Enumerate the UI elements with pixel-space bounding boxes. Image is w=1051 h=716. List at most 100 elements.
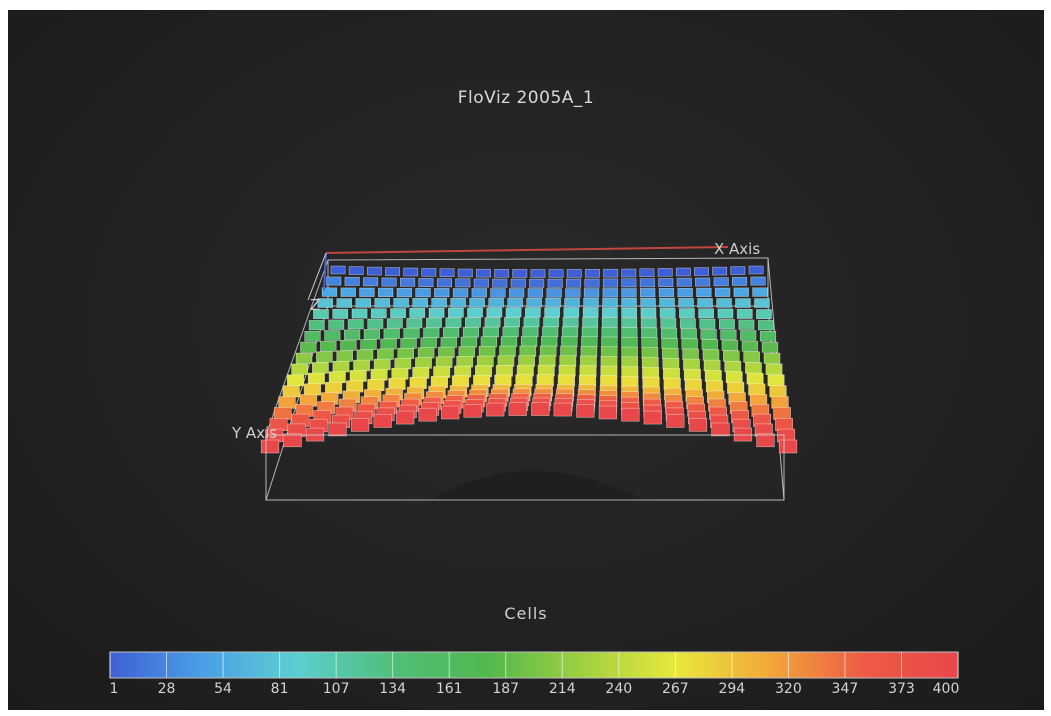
mesh-cell	[462, 326, 480, 338]
mesh-cell	[702, 349, 720, 361]
mesh-cell	[510, 278, 526, 288]
mesh-cell	[660, 327, 678, 339]
mesh-cell	[539, 345, 557, 357]
mesh-cell	[492, 278, 508, 288]
mesh-cell	[519, 345, 537, 357]
x-axis-label: X Axis	[714, 240, 761, 258]
mesh-cell	[700, 328, 717, 340]
mesh-cell	[641, 347, 659, 359]
mesh-cell	[455, 278, 471, 288]
mesh-cell	[565, 288, 581, 298]
mesh-cell	[527, 288, 543, 298]
colorbar-tick-label: 54	[214, 681, 232, 697]
mesh-cell	[598, 405, 618, 420]
mesh-cell	[546, 288, 562, 298]
mesh-cell	[675, 267, 691, 277]
mesh-cell	[456, 355, 474, 368]
mesh-cell	[403, 267, 419, 277]
bbox-left-top-edge	[265, 259, 329, 436]
mesh-cell	[484, 317, 501, 328]
mesh-cell	[716, 298, 732, 308]
mesh-cell	[705, 380, 724, 393]
colorbar-tick-label: 81	[270, 681, 289, 697]
mesh-cell	[320, 340, 337, 352]
mesh-cell	[530, 269, 546, 278]
mesh-cell	[482, 326, 499, 338]
mesh-cell	[397, 347, 415, 360]
mesh-cell	[545, 297, 561, 308]
mesh-cell	[717, 308, 734, 319]
mesh-cell	[435, 356, 453, 368]
mesh-cell	[748, 383, 766, 396]
mesh-cell	[724, 360, 742, 373]
mesh-cell	[559, 355, 577, 367]
colorbar-tick-label: 400	[932, 681, 960, 697]
mesh-cell	[730, 266, 746, 275]
mesh-cell	[367, 378, 385, 391]
mesh-cell	[761, 341, 779, 353]
mesh-cell	[336, 298, 352, 308]
mesh-cell	[421, 268, 437, 277]
mesh-cell	[400, 337, 417, 349]
mesh-cell	[561, 326, 579, 338]
mesh-cell	[363, 277, 379, 287]
mesh-cell	[621, 317, 638, 328]
mesh-cell	[366, 266, 382, 276]
colorbar-tick-label: 134	[379, 681, 407, 697]
mesh-cell	[286, 374, 304, 387]
mesh-cell	[393, 298, 409, 308]
mesh-cell	[720, 329, 737, 341]
mesh-cell	[311, 362, 329, 374]
mesh-cell	[677, 287, 693, 298]
mesh-cell	[582, 317, 599, 328]
mesh-cell	[738, 319, 755, 330]
mesh-cell	[317, 298, 333, 308]
mesh-cell	[583, 297, 599, 308]
mesh-cell	[494, 268, 509, 278]
mesh-cell	[548, 269, 564, 278]
mesh-cell	[639, 278, 655, 288]
mesh-cell	[658, 287, 675, 298]
mesh-cell	[370, 368, 388, 381]
mesh-cell	[445, 317, 462, 328]
mesh-cell	[502, 326, 519, 338]
mesh-cell	[522, 326, 539, 338]
mesh-cell	[273, 407, 292, 420]
mesh-cell	[621, 336, 638, 348]
mesh-cell	[385, 267, 400, 276]
mesh-cell	[328, 319, 345, 330]
mesh-cell	[759, 330, 777, 342]
mesh-cell	[681, 338, 698, 350]
mesh-cell	[662, 367, 680, 380]
colorbar-tick-label: 107	[322, 681, 350, 697]
mesh-cell	[478, 345, 496, 358]
mesh-cell	[563, 307, 580, 318]
mesh-cell	[602, 297, 618, 308]
mesh-cell	[542, 326, 559, 338]
mesh-cell	[621, 356, 639, 368]
mesh-cell	[295, 352, 313, 364]
y-axis-line	[307, 252, 327, 301]
mesh-cell	[505, 307, 522, 318]
mesh-scene[interactable]	[8, 10, 1044, 710]
mesh-cell	[582, 307, 599, 318]
render-viewport[interactable]: FloViz 2005A_1 X Axis Y Axis Z Cells 1 28…	[8, 10, 1044, 710]
mesh-cell	[332, 360, 350, 373]
mesh-cell	[440, 336, 457, 348]
mesh-cell	[771, 396, 789, 409]
colorbar-tick-label: 267	[661, 681, 689, 697]
mesh-cell	[438, 346, 455, 358]
mesh-cell	[695, 277, 711, 287]
mesh-cell	[757, 320, 774, 331]
mesh-cell	[386, 318, 403, 329]
mesh-cell	[373, 358, 391, 371]
mesh-cell	[639, 288, 656, 298]
mesh-cell	[714, 287, 731, 297]
mesh-cell	[377, 287, 394, 298]
mesh-cell	[601, 336, 618, 348]
mesh-cell	[418, 407, 437, 422]
color-legend-bar	[109, 651, 959, 679]
mesh-cell	[727, 381, 745, 394]
mesh-cell	[399, 277, 416, 287]
mesh-cell	[765, 363, 783, 375]
